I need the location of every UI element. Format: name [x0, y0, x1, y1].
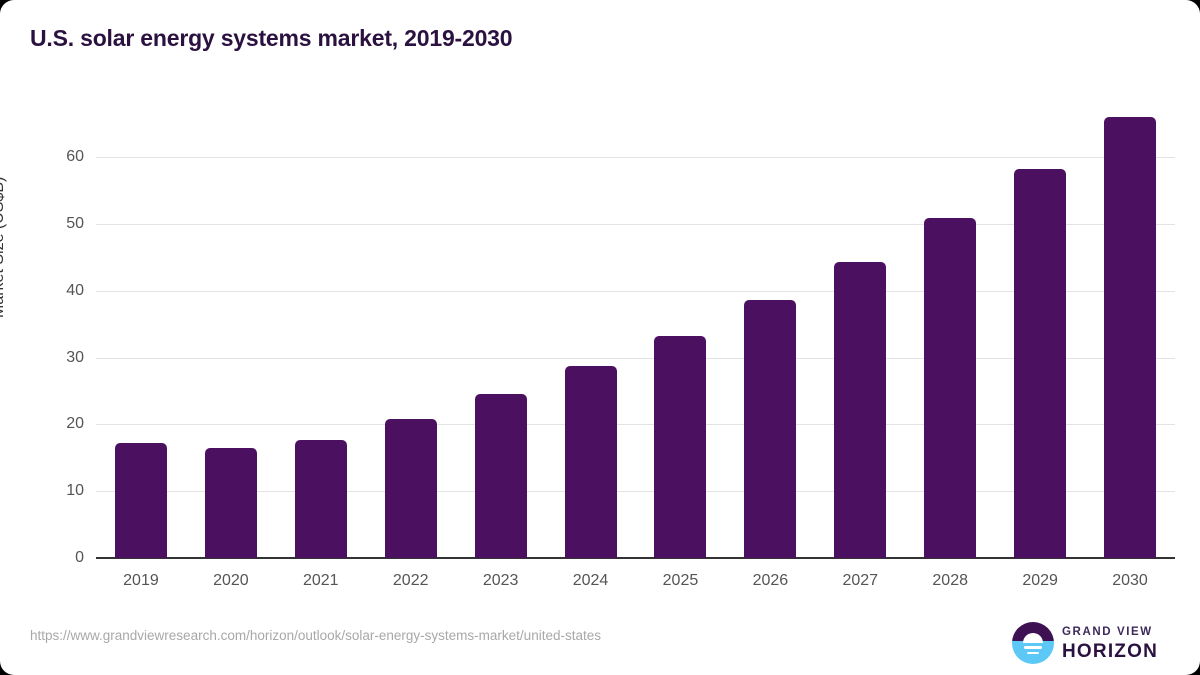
logo-text-grand-view: GRAND VIEW: [1062, 626, 1153, 638]
bar[interactable]: [654, 335, 707, 558]
gridline: [96, 357, 1175, 359]
x-axis-tick-label: 2022: [392, 572, 429, 589]
sun-horizon-icon: [1012, 622, 1054, 664]
gridline: [96, 224, 1175, 226]
x-axis-tick-label: 2023: [482, 572, 519, 589]
source-url[interactable]: https://www.grandviewresearch.com/horizo…: [30, 628, 601, 643]
y-axis-tick-label: 10: [66, 482, 84, 500]
x-axis-line: [96, 557, 1175, 559]
bar[interactable]: [114, 442, 167, 558]
y-axis-tick-label: 0: [75, 549, 84, 566]
bar[interactable]: [204, 447, 257, 558]
logo-dome-shape: [1023, 633, 1043, 643]
y-axis-tick-label: 30: [66, 348, 84, 366]
brand-logo: GRAND VIEW HORIZON: [1012, 620, 1172, 666]
y-axis-label: Market Size (US$B): [0, 176, 7, 318]
logo-line-upper: [1024, 646, 1042, 649]
x-axis-tick-label: 2030: [1112, 572, 1148, 589]
bar[interactable]: [744, 300, 797, 558]
x-axis-tick-label: 2027: [842, 572, 879, 589]
x-axis-tick-label: 2028: [932, 572, 968, 589]
logo-text-horizon: HORIZON: [1062, 641, 1159, 662]
bar[interactable]: [924, 217, 977, 558]
y-axis-tick-label: 40: [66, 281, 84, 299]
gridline: [96, 491, 1175, 493]
y-axis-tick-label: 50: [66, 215, 84, 233]
x-axis-tick-label: 2020: [213, 572, 249, 589]
x-axis-tick-label: 2021: [302, 572, 339, 589]
y-axis-tick-label: 20: [66, 415, 84, 433]
x-axis-tick-label: 2026: [752, 572, 789, 589]
bar[interactable]: [294, 439, 347, 558]
page-title: U.S. solar energy systems market, 2019-2…: [30, 25, 513, 51]
x-axis-tick-label: 2025: [662, 572, 699, 589]
x-axis-tick-label: 2029: [1022, 572, 1058, 589]
gridline: [96, 424, 1175, 426]
bar[interactable]: [834, 261, 887, 558]
bar[interactable]: [564, 366, 617, 558]
gridline: [96, 157, 1175, 159]
bar[interactable]: [384, 419, 437, 558]
bar[interactable]: [1104, 116, 1157, 558]
logo-line-lower: [1027, 651, 1039, 654]
y-axis-tick-label: 60: [66, 148, 84, 166]
x-axis-tick-label: 2024: [572, 572, 609, 589]
x-axis-tick-label: 2019: [123, 572, 159, 589]
plot-area: [96, 88, 1175, 559]
bar[interactable]: [1014, 169, 1067, 558]
bar[interactable]: [474, 394, 527, 558]
gridline: [96, 290, 1175, 292]
